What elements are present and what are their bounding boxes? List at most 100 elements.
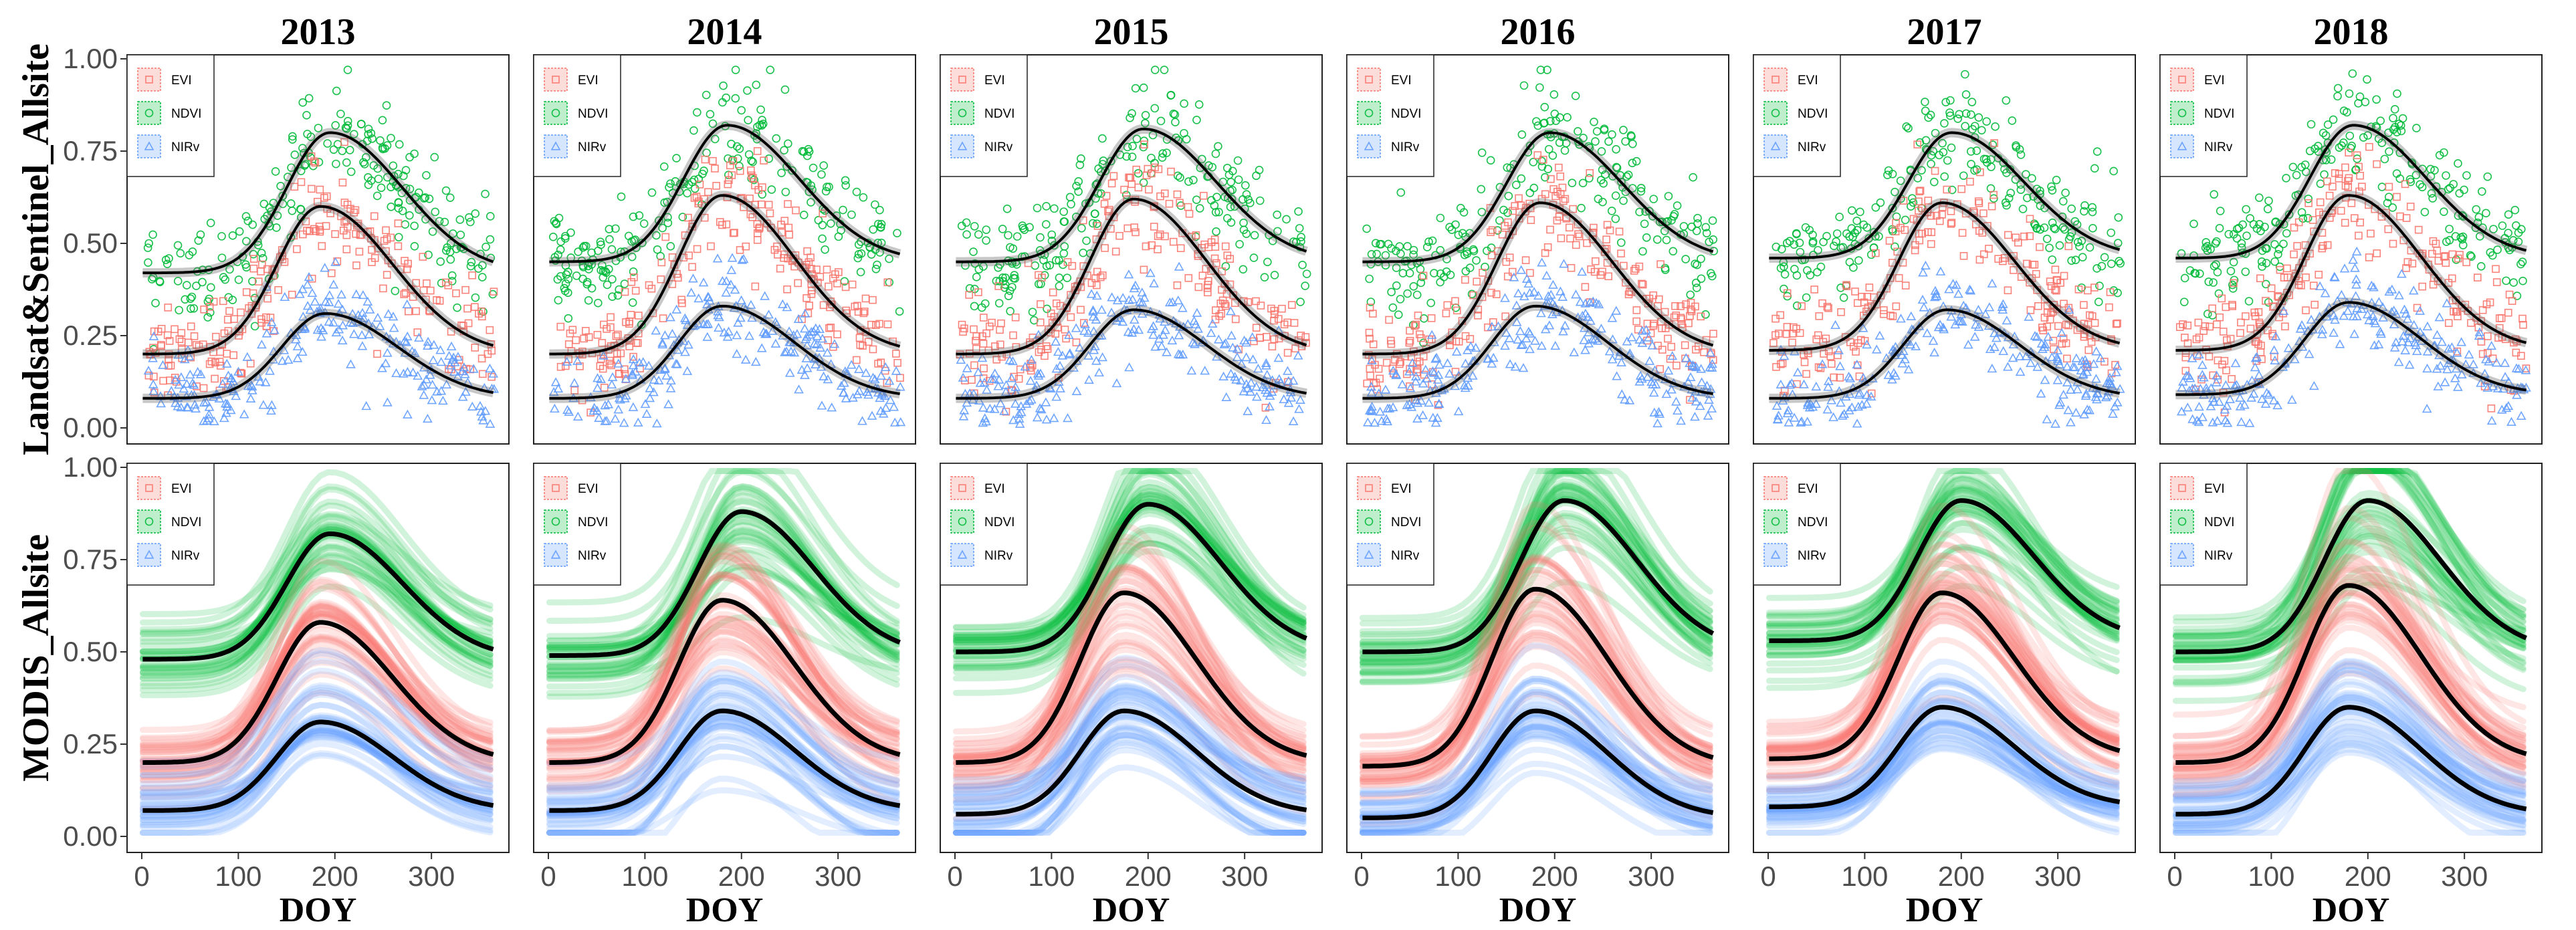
ndvi-point bbox=[1693, 213, 1702, 223]
evi-trajectory bbox=[546, 644, 900, 761]
nirv-trajectory bbox=[1359, 711, 1713, 836]
nirv-trajectory bbox=[1359, 731, 1713, 808]
evi-point bbox=[2389, 239, 2397, 248]
nirv-point bbox=[1643, 332, 1654, 342]
nirv-point bbox=[298, 284, 308, 294]
nirv-point bbox=[2329, 271, 2339, 281]
nirv-trajectory bbox=[546, 675, 900, 804]
ndvi-point bbox=[187, 304, 195, 313]
ndvi-point bbox=[1176, 173, 1184, 182]
evi-point bbox=[1406, 364, 1414, 373]
evi-trajectory bbox=[1359, 610, 1713, 784]
nirv-point bbox=[2506, 417, 2516, 426]
ndvi-point bbox=[2458, 241, 2468, 250]
evi-point bbox=[368, 258, 376, 266]
nirv-point bbox=[2516, 411, 2527, 420]
nirv-point bbox=[1418, 410, 1428, 419]
evi-point bbox=[1414, 312, 1422, 320]
nirv-point bbox=[2232, 380, 2242, 389]
evi-point bbox=[1863, 293, 1871, 301]
nirv-point bbox=[1190, 319, 1201, 329]
evi-point bbox=[1406, 382, 1414, 390]
ndvi-point bbox=[1525, 141, 1535, 150]
evi-point bbox=[163, 331, 172, 340]
evi-point bbox=[1419, 271, 1428, 280]
evi-point bbox=[2064, 304, 2073, 312]
evi-point bbox=[1428, 335, 1436, 344]
evi-trajectory bbox=[1359, 556, 1713, 740]
evi-point bbox=[1111, 247, 1120, 256]
evi-trajectory bbox=[139, 613, 494, 774]
nirv-trajectory bbox=[952, 741, 1307, 836]
evi-point bbox=[1632, 306, 1641, 314]
nirv-point bbox=[1124, 362, 1134, 372]
nirv-point bbox=[2008, 339, 2019, 349]
evi-trajectory bbox=[1359, 599, 1713, 799]
ndvi-point bbox=[1055, 273, 1064, 282]
evi-point bbox=[1606, 226, 1614, 235]
nirv-point bbox=[1695, 400, 1705, 411]
nirv-point bbox=[1571, 289, 1581, 299]
x-tick-label: 0 bbox=[134, 860, 149, 892]
nirv-point bbox=[357, 308, 368, 317]
legend-swatch bbox=[1763, 134, 1788, 158]
evi-trajectory bbox=[1765, 560, 2120, 758]
ndvi-point bbox=[780, 146, 788, 154]
legend-label: NIRv bbox=[171, 140, 200, 154]
nirv-point bbox=[2306, 314, 2317, 324]
ndvi-point bbox=[360, 160, 369, 168]
nirv-point bbox=[1274, 374, 1285, 383]
ndvi-point bbox=[1255, 165, 1264, 175]
nirv-point bbox=[2108, 409, 2118, 418]
ndvi-point bbox=[2088, 207, 2097, 217]
nirv-point bbox=[2066, 384, 2076, 394]
nirv-point bbox=[1025, 376, 1036, 385]
nirv-point bbox=[1465, 341, 1476, 350]
legend-key-ndvi: NDVI bbox=[137, 101, 201, 125]
evi-point bbox=[2365, 253, 2373, 261]
ndvi-trajectory bbox=[546, 468, 900, 606]
ndvi-point bbox=[466, 261, 475, 271]
evi-point bbox=[564, 355, 572, 363]
ndvi-point bbox=[2292, 170, 2301, 180]
ndvi-point bbox=[2337, 141, 2346, 150]
ndvi-point bbox=[2322, 156, 2331, 164]
nirv-trajectory bbox=[952, 731, 1307, 836]
nirv-trajectory bbox=[139, 727, 494, 823]
ndvi-point bbox=[466, 217, 475, 227]
y-tick-label: 1.00 bbox=[63, 43, 118, 74]
legend-label: NIRv bbox=[984, 140, 1013, 154]
evi-point bbox=[1547, 175, 1555, 183]
legend-marker bbox=[2178, 76, 2186, 84]
ndvi-point bbox=[1970, 166, 1979, 175]
evi-point bbox=[2256, 348, 2265, 356]
ndvi-point bbox=[1042, 220, 1051, 229]
evi-point bbox=[1405, 338, 1414, 347]
ndvi-point bbox=[655, 216, 663, 225]
ndvi-fit-curve bbox=[956, 501, 1307, 655]
evi-point bbox=[1415, 357, 1424, 366]
nirv-point bbox=[1537, 257, 1547, 267]
ndvi-point bbox=[1394, 310, 1403, 319]
evi-point bbox=[486, 326, 494, 334]
nirv-point bbox=[1703, 411, 1713, 420]
evi-point bbox=[2106, 288, 2115, 296]
nirv-trajectory bbox=[1765, 745, 2120, 814]
nirv-point bbox=[1079, 326, 1089, 335]
ndvi-point bbox=[1612, 162, 1621, 172]
evi-point bbox=[716, 218, 724, 226]
ndvi-point bbox=[728, 155, 737, 164]
nirv-point bbox=[427, 395, 437, 404]
nirv-point bbox=[1634, 334, 1645, 344]
nirv-point bbox=[1504, 333, 1515, 342]
nirv-fit-curve bbox=[2175, 301, 2527, 396]
evi-point bbox=[257, 318, 265, 327]
ndvi-point bbox=[2189, 219, 2198, 229]
ndvi-fit-curve bbox=[1362, 131, 1714, 263]
nirv-point bbox=[682, 320, 693, 329]
nirv-trajectory bbox=[1359, 689, 1713, 818]
evi-trajectory bbox=[1359, 611, 1713, 790]
series-ndvi-points bbox=[1772, 70, 2125, 310]
nirv-point bbox=[621, 374, 631, 383]
evi-point bbox=[2508, 297, 2516, 305]
